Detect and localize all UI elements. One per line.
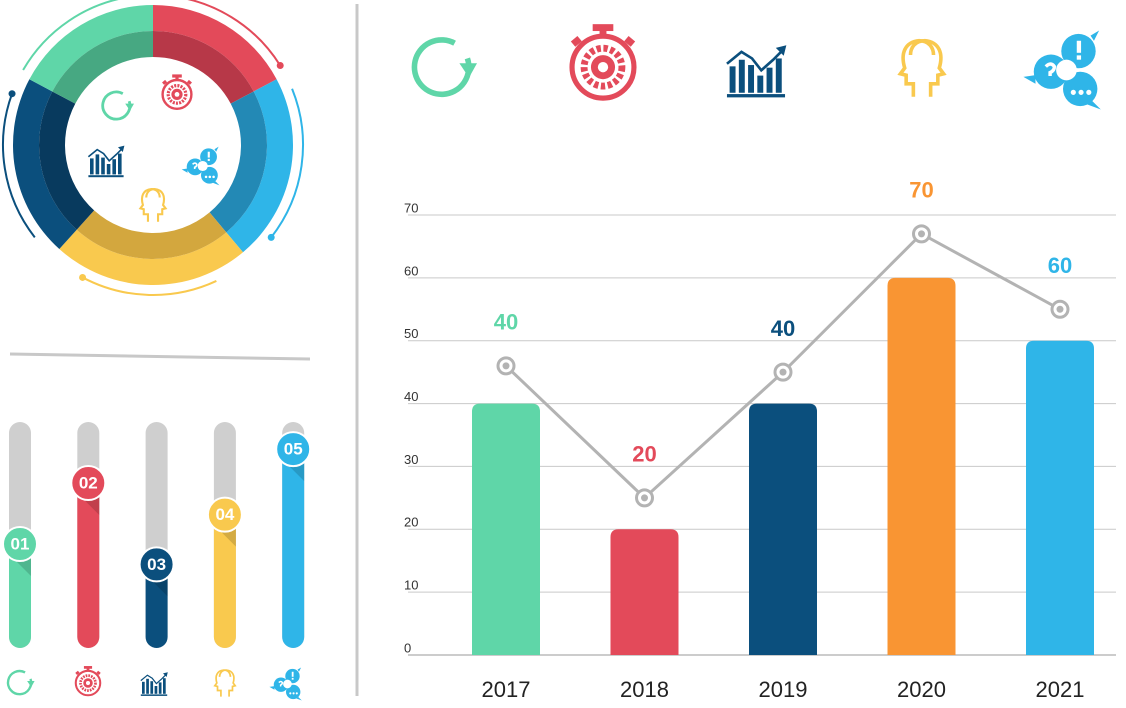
icon [900, 41, 943, 97]
bar [887, 277, 956, 655]
badge-label: 05 [284, 440, 303, 459]
icon [725, 43, 789, 100]
point-label: 20 [632, 442, 656, 467]
line-point-core [1056, 305, 1064, 313]
line-point-core [779, 368, 787, 376]
icon [73, 664, 103, 697]
icon [414, 40, 477, 94]
ring-segment [29, 5, 153, 92]
divider [9, 352, 311, 361]
ring-dot [8, 90, 16, 98]
ring-arc [2, 93, 36, 238]
ring-segment [38, 91, 95, 230]
badge-label: 02 [79, 474, 98, 493]
icon [180, 145, 221, 187]
x-tick-label: 2019 [759, 677, 808, 702]
x-tick-label: 2020 [897, 677, 946, 702]
ring-segment [59, 229, 243, 285]
ring-segment [52, 30, 153, 104]
ring-segment [209, 91, 267, 233]
icon [1021, 28, 1103, 112]
bar [749, 403, 817, 655]
y-tick-label: 20 [404, 515, 418, 530]
x-tick-label: 2021 [1036, 677, 1085, 702]
line-point-core [502, 362, 510, 370]
ring-dot [276, 62, 284, 70]
y-tick-label: 50 [404, 326, 418, 341]
y-tick-label: 0 [404, 640, 411, 655]
progress-fill [77, 483, 100, 648]
progress-fill [282, 449, 305, 648]
point-label: 40 [494, 310, 518, 335]
badge [206, 496, 243, 533]
ring-segment [76, 210, 227, 260]
icon-row [6, 664, 303, 702]
icon [160, 72, 194, 111]
point-label: 70 [909, 178, 933, 203]
badge [138, 546, 175, 583]
badge [275, 431, 312, 468]
y-tick-label: 60 [404, 263, 418, 278]
ring-segment [13, 79, 77, 250]
line-point-core [918, 230, 925, 238]
x-tick-label: 2017 [482, 677, 531, 702]
progress-fill [145, 564, 168, 648]
ring-segment [153, 5, 277, 92]
ring-arc [22, 0, 120, 71]
badge [70, 465, 107, 502]
icon [571, 24, 635, 98]
y-tick-label: 10 [404, 578, 418, 593]
x-tick-label: 2018 [620, 677, 669, 702]
badge-label: 03 [147, 555, 166, 574]
y-tick-label: 70 [404, 200, 418, 215]
badge-label: 01 [11, 535, 30, 554]
bar [472, 403, 540, 655]
badge-label: 04 [215, 505, 234, 524]
point-label: 40 [771, 316, 795, 341]
icon [140, 671, 169, 697]
icon [268, 666, 303, 702]
progress-fill [9, 544, 31, 648]
progress-fill [213, 514, 236, 648]
icon [87, 144, 126, 179]
ring-arc [270, 88, 304, 238]
icon [101, 90, 136, 121]
ring-segment [153, 31, 254, 104]
ring-dot [79, 273, 87, 281]
ring-arc [187, 0, 282, 67]
ring-dot [267, 233, 275, 241]
y-tick-label: 30 [404, 452, 418, 467]
icon [213, 669, 237, 698]
bar [610, 529, 679, 655]
donut [2, 0, 304, 296]
icon [139, 187, 167, 223]
ring-segment [226, 79, 293, 253]
badge [2, 526, 38, 563]
bar [1026, 340, 1094, 655]
ring-arc [82, 276, 217, 296]
icon [6, 669, 36, 696]
y-tick-label: 40 [404, 389, 418, 404]
point-label: 60 [1048, 253, 1072, 278]
line-point-core [641, 494, 648, 502]
